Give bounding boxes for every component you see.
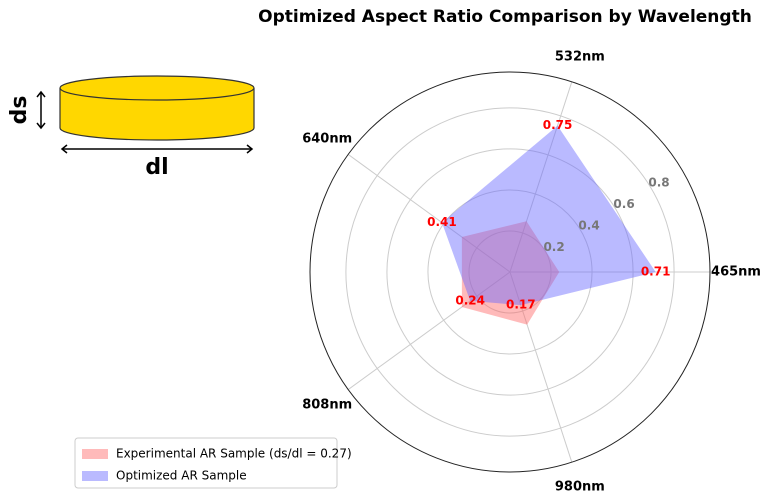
ds-arrow-heads xyxy=(36,90,46,130)
series-area xyxy=(441,125,656,306)
category-label: 808nm xyxy=(302,397,352,412)
data-label: 0.75 xyxy=(543,118,573,132)
r-tick-label: 0.8 xyxy=(648,176,669,190)
r-tick-label: 0.2 xyxy=(543,240,564,254)
r-tick-label: 0.6 xyxy=(613,197,634,211)
dl-label: dl xyxy=(145,155,168,180)
category-label: 980nm xyxy=(555,479,605,493)
chart-title: Optimized Aspect Ratio Comparison by Wav… xyxy=(258,7,752,27)
legend-label: Optimized AR Sample xyxy=(116,469,247,483)
data-label: 0.41 xyxy=(427,215,457,229)
data-label: 0.71 xyxy=(641,265,671,279)
category-label: 465nm xyxy=(711,265,761,280)
ds-label: ds xyxy=(7,96,32,125)
spoke xyxy=(509,81,573,273)
cylinder-diagram: ds dl xyxy=(7,75,255,180)
series-area xyxy=(461,221,560,325)
r-tick-label: 0.4 xyxy=(578,218,599,232)
cylinder-body xyxy=(59,88,255,141)
data-label: 0.24 xyxy=(455,293,485,307)
legend-swatch xyxy=(82,471,108,481)
category-label: 640nm xyxy=(302,132,352,147)
cylinder-top xyxy=(59,75,255,101)
spoke xyxy=(347,154,511,273)
spoke xyxy=(509,271,573,463)
legend: Experimental AR Sample (ds/dl = 0.27) Opt… xyxy=(74,437,352,489)
legend-label: Experimental AR Sample (ds/dl = 0.27) xyxy=(116,447,352,461)
spoke xyxy=(347,271,511,390)
dl-arrow-heads xyxy=(60,144,254,154)
outer-circle xyxy=(309,71,711,473)
legend-swatch xyxy=(82,449,108,459)
category-label: 532nm xyxy=(555,50,605,65)
legend-frame xyxy=(74,437,338,489)
data-label: 0.17 xyxy=(506,298,536,312)
